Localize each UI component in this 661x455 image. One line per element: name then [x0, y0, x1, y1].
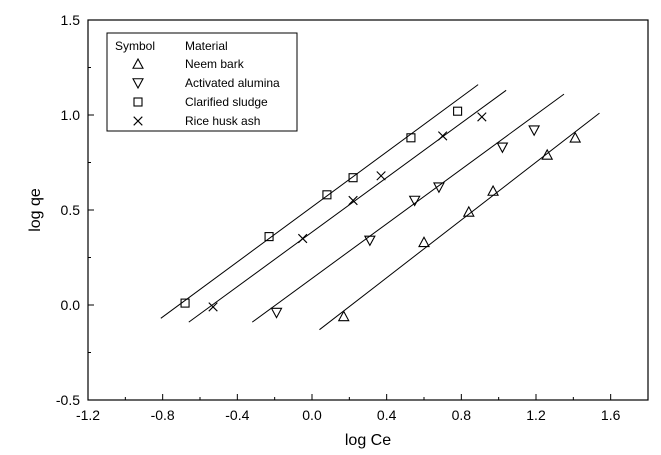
point-clarified-sludge	[348, 173, 358, 183]
fit-line-rice-husk-ash	[188, 89, 507, 323]
point-neem-bark	[462, 205, 475, 217]
legend-label-rice-husk-ash: Rice husk ash	[185, 114, 260, 128]
legend-label-clarified-sludge: Clarified sludge	[185, 95, 268, 109]
x-tick-label: -0.8	[151, 407, 175, 423]
point-neem-bark	[487, 184, 499, 196]
x-tick-label: -0.4	[225, 407, 249, 423]
x-tick-label: -1.2	[76, 407, 100, 423]
legend-header-symbol: Symbol	[115, 39, 155, 53]
legend-items: Neem bark Activated alumina Clarified slud…	[132, 57, 280, 128]
point-rice-husk-ash	[477, 112, 487, 122]
point-activated-alumina	[528, 125, 541, 137]
point-neem-bark	[541, 148, 554, 160]
y-tick-label: 1.0	[61, 107, 81, 123]
point-activated-alumina	[408, 195, 421, 207]
legend-marker-neem-bark	[132, 57, 144, 69]
legend-label-activated-alumina: Activated alumina	[185, 76, 280, 90]
fit-line-clarified-sludge	[160, 84, 479, 319]
legend-marker-activated-alumina	[132, 78, 144, 90]
point-neem-bark	[569, 131, 582, 143]
point-rice-husk-ash	[297, 233, 308, 244]
point-activated-alumina	[363, 235, 376, 247]
y-axis-ticks: -0.5 0.0 0.5 1.0 1.5	[56, 12, 94, 408]
x-tick-label: 0.8	[452, 407, 472, 423]
point-clarified-sludge	[180, 298, 190, 308]
x-axis-ticks: -1.2 -0.8 -0.4 0.0 0.4 0.8 1.2 1.6	[76, 394, 621, 423]
fit-line-neem-bark	[319, 112, 600, 331]
y-tick-label: 1.5	[61, 12, 81, 28]
point-clarified-sludge	[453, 106, 463, 116]
y-tick-label: -0.5	[56, 392, 80, 408]
point-activated-alumina	[496, 142, 509, 154]
point-activated-alumina	[270, 307, 283, 319]
y-tick-label: 0.5	[61, 202, 81, 218]
data-markers	[180, 106, 582, 322]
y-tick-label: 0.0	[61, 297, 81, 313]
point-rice-husk-ash	[437, 131, 448, 141]
point-neem-bark	[418, 236, 430, 248]
x-tick-label: 1.2	[526, 407, 546, 423]
x-tick-label: 1.6	[601, 407, 621, 423]
legend-marker-rice-husk-ash	[133, 116, 143, 126]
x-axis-title: log Ce	[345, 432, 391, 449]
legend: Symbol Material Neem bark Activated alumi…	[106, 32, 298, 132]
point-neem-bark	[337, 310, 350, 322]
legend-marker-clarified-sludge	[133, 97, 143, 107]
point-clarified-sludge	[406, 133, 416, 143]
point-clarified-sludge	[264, 232, 274, 242]
point-rice-husk-ash	[208, 302, 218, 312]
x-tick-label: 0.4	[377, 407, 397, 423]
point-clarified-sludge	[322, 190, 332, 200]
fit-lines	[160, 84, 600, 331]
legend-box	[106, 32, 298, 132]
point-activated-alumina	[433, 182, 445, 194]
point-rice-husk-ash	[348, 195, 358, 206]
legend-label-neem-bark: Neem bark	[185, 57, 245, 71]
fit-line-activated-alumina	[251, 93, 565, 323]
x-tick-label: 0.0	[302, 407, 322, 423]
legend-header-material: Material	[185, 39, 228, 53]
y-axis-title: log qe	[27, 188, 44, 232]
point-rice-husk-ash	[376, 171, 386, 181]
